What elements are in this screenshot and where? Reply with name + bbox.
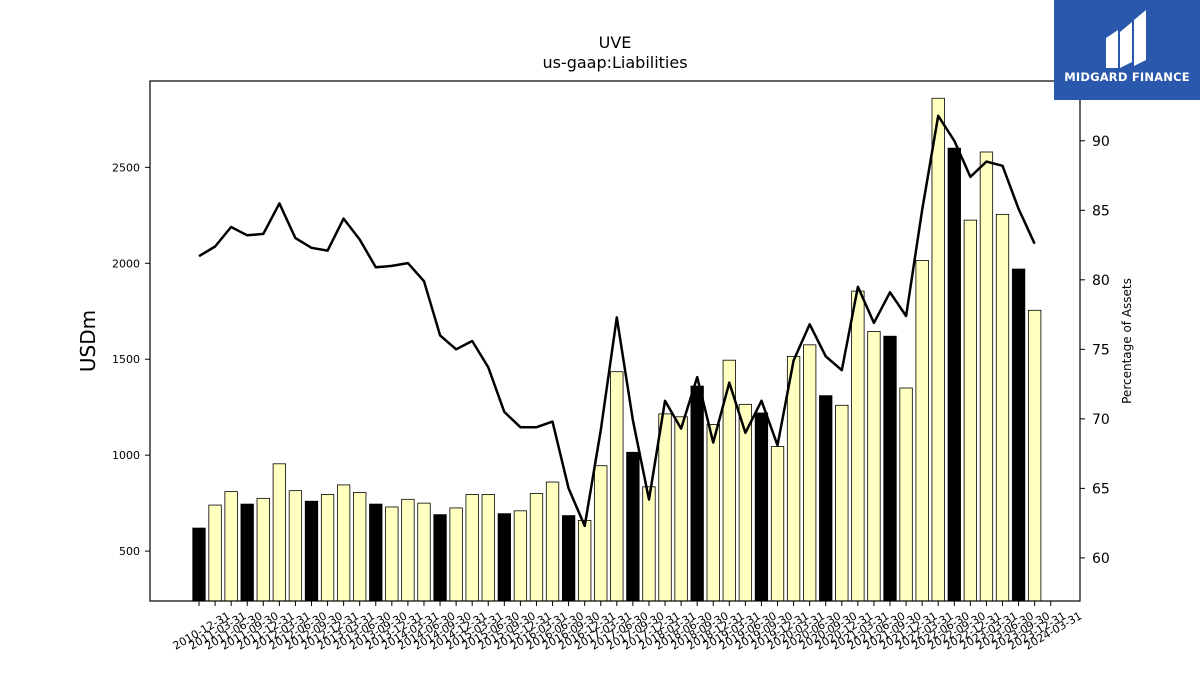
y2-tick-label: 85 xyxy=(1092,203,1110,219)
bar xyxy=(979,151,994,602)
bar xyxy=(497,513,511,602)
y2-tick-label: 60 xyxy=(1092,551,1110,567)
percentage-line xyxy=(198,114,1036,528)
bar xyxy=(899,387,913,602)
bar xyxy=(706,424,720,602)
bar xyxy=(610,371,624,602)
y-axis-label: USDm xyxy=(76,310,100,372)
bar xyxy=(1011,268,1026,602)
bar xyxy=(513,510,528,602)
bar xyxy=(304,500,319,602)
bar xyxy=(931,97,945,602)
bar xyxy=(658,413,672,602)
bar xyxy=(320,494,335,602)
bar xyxy=(481,494,495,602)
bar xyxy=(963,219,978,602)
bar xyxy=(401,498,415,602)
y-tick-label: 2500 xyxy=(112,161,140,174)
bar xyxy=(385,506,399,602)
bar xyxy=(754,412,769,602)
bar xyxy=(690,385,704,602)
bar xyxy=(369,503,383,602)
y-tick-label: 1500 xyxy=(112,353,140,366)
midgard-finance-logo: MIDGARD FINANCE xyxy=(1054,0,1200,100)
bar xyxy=(803,344,817,602)
bar xyxy=(578,520,592,602)
bar xyxy=(819,395,833,602)
midgard-logo-icon xyxy=(1106,10,1146,68)
bar xyxy=(353,492,367,602)
bar xyxy=(915,260,929,602)
bar xyxy=(594,465,608,602)
bar xyxy=(288,490,303,602)
chart-title: UVE xyxy=(599,33,632,52)
bar xyxy=(995,213,1010,602)
bar xyxy=(786,355,801,602)
chart-subtitle: us-gaap:Liabilities xyxy=(542,53,687,72)
bar xyxy=(561,515,576,602)
plot-area: 5001000150020002500606570758085902010-12… xyxy=(112,80,1110,653)
bar xyxy=(449,507,463,602)
bar xyxy=(272,463,287,602)
y-tick-label: 1000 xyxy=(112,449,140,462)
bar xyxy=(835,404,849,602)
bar xyxy=(1027,309,1042,602)
bar xyxy=(674,416,688,602)
bar xyxy=(770,446,785,602)
y2-tick-label: 80 xyxy=(1092,273,1110,289)
bar xyxy=(883,335,897,602)
bar xyxy=(465,494,479,602)
y-tick-label: 2000 xyxy=(112,257,140,270)
bar xyxy=(192,527,206,602)
bar xyxy=(529,493,544,602)
logo-text: MIDGARD FINANCE xyxy=(1064,70,1190,84)
y-tick-label: 500 xyxy=(119,545,140,558)
y2-tick-label: 75 xyxy=(1092,342,1110,358)
bar xyxy=(433,514,447,602)
bar xyxy=(417,502,431,602)
bar xyxy=(851,290,865,602)
bar xyxy=(545,481,560,602)
plot-frame xyxy=(149,80,1081,602)
y2-axis-label: Percentage of Assets xyxy=(1120,278,1134,404)
bar xyxy=(867,331,881,602)
y2-tick-label: 70 xyxy=(1092,412,1110,428)
bar xyxy=(240,503,254,602)
bar xyxy=(336,484,351,602)
bar xyxy=(208,504,222,602)
y2-tick-label: 90 xyxy=(1092,134,1110,150)
bar xyxy=(642,486,656,602)
bar xyxy=(224,491,238,602)
bar xyxy=(626,451,640,602)
bar xyxy=(256,497,270,602)
y2-tick-label: 65 xyxy=(1092,481,1110,497)
bar xyxy=(947,147,961,602)
